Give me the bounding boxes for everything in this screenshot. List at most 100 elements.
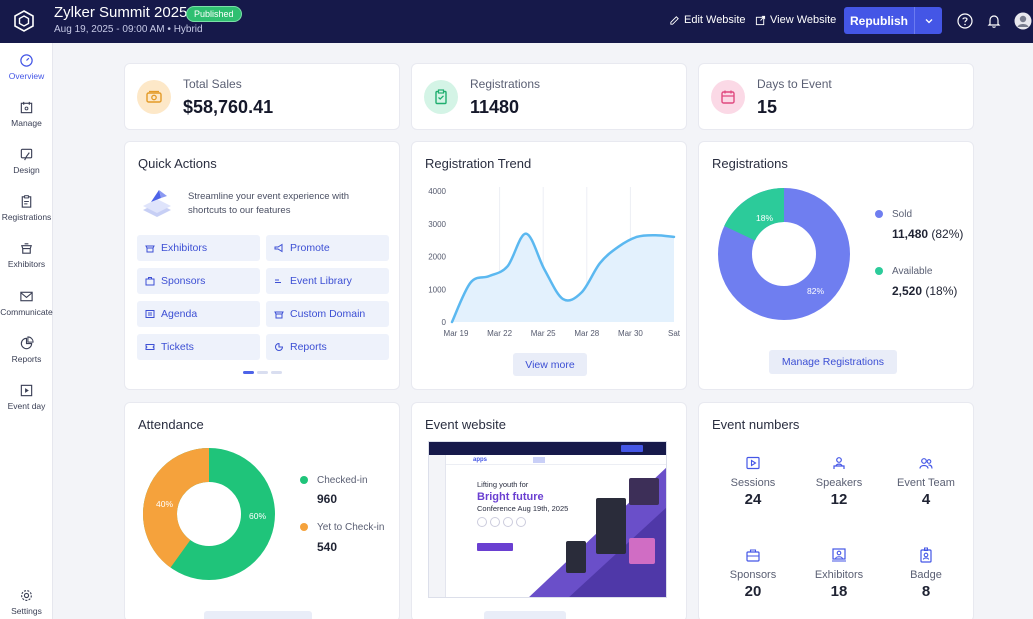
sidebar-item-design[interactable]: Design — [0, 147, 53, 175]
sidebar: Overview Manage Design Registrations Exh… — [0, 43, 53, 619]
checked-pct-label: 60% — [249, 511, 266, 521]
yet-pct-label: 40% — [156, 499, 173, 509]
card-title: Registration Trend — [425, 156, 532, 171]
dashboard-icon — [20, 54, 33, 67]
preview-tagline: Lifting youth for — [477, 480, 529, 489]
attendance-action-button[interactable] — [204, 611, 312, 619]
trend-area — [452, 233, 674, 322]
sidebar-item-exhibitors[interactable]: Exhibitors — [0, 241, 53, 269]
sold-percent: (82%) — [931, 227, 964, 241]
total-sales-card: Total Sales $58,760.41 — [124, 63, 400, 130]
sidebar-item-registrations[interactable]: Registrations — [0, 194, 53, 222]
gear-icon — [21, 590, 32, 601]
view-more-button[interactable]: View more — [513, 353, 587, 376]
quick-actions-description: Streamline your event experience with sh… — [188, 191, 350, 216]
sidebar-item-reports[interactable]: Reports — [0, 336, 53, 364]
qa-label: Tickets — [161, 341, 194, 353]
trend-line — [450, 232, 676, 324]
legend-label: Yet to Check-in — [317, 522, 385, 533]
republish-button[interactable]: Republish — [844, 7, 942, 34]
preview-headline: Bright future — [477, 491, 544, 503]
library-icon — [275, 279, 281, 283]
legend-label: Checked-in — [317, 475, 368, 486]
website-preview[interactable]: apps Lifting youth for Bright future Con… — [428, 441, 667, 598]
stat-value: 15 — [757, 97, 778, 117]
avatar[interactable] — [1013, 11, 1033, 31]
top-bar: Zylker Summit 2025 Published Aug 19, 202… — [0, 0, 1033, 43]
carousel-dots[interactable] — [243, 371, 282, 374]
pie-icon — [275, 342, 284, 351]
stat-label: Registrations — [470, 77, 541, 91]
qa-custom-domain-button[interactable]: Custom Domain — [266, 301, 389, 327]
ticket-icon — [145, 344, 155, 350]
event-numbers-card: Event numbers Sessions 24 Speakers 12 Ev… — [698, 402, 974, 619]
event-team-stat[interactable]: Event Team 4 — [883, 455, 969, 508]
available-value: 2,520 (18%) — [892, 284, 957, 298]
sold-count: 11,480 — [892, 227, 929, 241]
rocket-illustration-icon — [139, 186, 175, 227]
booth-icon — [145, 245, 155, 253]
sidebar-item-settings[interactable]: Settings — [0, 588, 53, 616]
help-icon[interactable] — [955, 11, 975, 31]
legend-label: Sold — [892, 209, 913, 220]
x-tick-label: Sat — [668, 329, 681, 338]
speaker-icon — [833, 457, 845, 469]
sidebar-item-label: Reports — [11, 354, 42, 364]
chevron-down-icon[interactable] — [915, 16, 942, 26]
status-badge: Published — [186, 6, 242, 22]
qa-label: Custom Domain — [290, 308, 366, 320]
y-tick-label: 3000 — [428, 220, 446, 229]
card-title: Event website — [425, 417, 506, 432]
speakers-stat[interactable]: Speakers 12 — [796, 455, 882, 508]
clipboard-icon — [424, 80, 458, 114]
sidebar-item-communicate[interactable]: Communicate — [0, 289, 53, 317]
sidebar-item-label: Settings — [11, 606, 42, 616]
sidebar-item-event-day[interactable]: Event day — [0, 383, 53, 411]
edit-website-link[interactable]: Edit Website — [669, 14, 746, 26]
exhibitor-icon — [832, 548, 846, 562]
y-tick-label: 1000 — [428, 285, 446, 294]
qa-exhibitors-button[interactable]: Exhibitors — [137, 235, 260, 261]
qa-sponsors-button[interactable]: Sponsors — [137, 268, 260, 294]
qa-label: Exhibitors — [161, 242, 208, 254]
available-percent: (18%) — [925, 284, 958, 298]
money-icon — [137, 80, 171, 114]
sessions-stat[interactable]: Sessions 24 — [710, 455, 796, 508]
briefcase-icon — [746, 549, 760, 562]
bell-icon[interactable] — [984, 11, 1004, 31]
sold-value: 11,480 (82%) — [892, 227, 963, 241]
app-logo-icon[interactable] — [12, 9, 36, 33]
yet-to-check-in-slice — [143, 448, 275, 580]
view-website-link[interactable]: View Website — [755, 14, 836, 26]
qa-promote-button[interactable]: Promote — [266, 235, 389, 261]
available-pct-label: 18% — [756, 213, 773, 223]
view-website-label: View Website — [770, 14, 837, 26]
event-title: Zylker Summit 2025 — [54, 4, 188, 21]
qa-tickets-button[interactable]: Tickets — [137, 334, 260, 360]
num-label: Sponsors — [729, 569, 777, 581]
x-tick-label: Mar 28 — [574, 329, 599, 338]
sidebar-item-manage[interactable]: Manage — [0, 100, 53, 128]
card-title: Attendance — [138, 417, 204, 432]
stat-value: $58,760.41 — [183, 97, 274, 117]
exhibitors-stat[interactable]: Exhibitors 18 — [796, 547, 882, 600]
sidebar-item-label: Registrations — [1, 212, 52, 222]
qa-label: Agenda — [161, 308, 198, 320]
num-label: Sessions — [730, 477, 776, 489]
x-tick-label: Mar 19 — [444, 329, 469, 338]
qa-event-library-button[interactable]: Event Library — [266, 268, 389, 294]
num-value: 12 — [830, 491, 848, 508]
website-action-button[interactable] — [484, 611, 566, 619]
checked-in-value: 960 — [317, 492, 338, 506]
sponsors-stat[interactable]: Sponsors 20 — [710, 547, 796, 600]
qa-agenda-button[interactable]: Agenda — [137, 301, 260, 327]
registrations-card: Registrations 18% 82% Sold 11,480 (82%) … — [698, 141, 974, 390]
num-label: Exhibitors — [814, 569, 864, 581]
qa-label: Sponsors — [161, 275, 206, 287]
badge-stat[interactable]: Badge 8 — [883, 547, 969, 600]
manage-registrations-button[interactable]: Manage Registrations — [769, 350, 897, 374]
qa-reports-button[interactable]: Reports — [266, 334, 389, 360]
x-tick-label: Mar 22 — [487, 329, 512, 338]
sidebar-item-overview[interactable]: Overview — [0, 53, 53, 81]
legend-label: Available — [892, 266, 933, 277]
